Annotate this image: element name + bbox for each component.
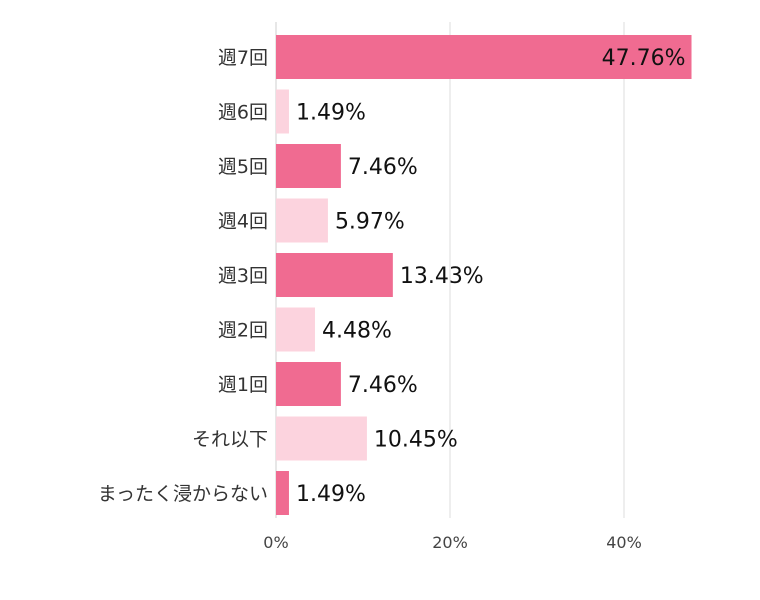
bar: [276, 307, 315, 352]
category-label: それ以下: [192, 429, 268, 451]
value-label: 7.46%: [348, 373, 418, 398]
value-label: 1.49%: [296, 101, 366, 126]
category-label: 週4回: [218, 211, 268, 233]
bar: [276, 89, 289, 134]
x-tick-label: 0%: [263, 533, 288, 552]
value-label: 5.97%: [335, 210, 405, 235]
category-label: 週2回: [218, 320, 268, 342]
x-tick-label: 40%: [606, 533, 642, 552]
category-label: まったく浸からない: [98, 483, 268, 505]
bar: [276, 35, 692, 79]
value-labels: 47.76% 1.49% 7.46% 5.97% 13.43% 4.48% 7.46% 10.…: [296, 46, 686, 507]
value-label: 47.76%: [602, 46, 686, 71]
bar: [276, 416, 367, 461]
bar: [276, 144, 341, 188]
bar: [276, 198, 328, 243]
bar: [276, 362, 341, 406]
x-tick-label: 20%: [432, 533, 468, 552]
category-label: 週3回: [218, 265, 268, 287]
value-label: 7.46%: [348, 155, 418, 180]
bars: [276, 35, 692, 515]
bar: [276, 253, 393, 297]
category-label: 週5回: [218, 156, 268, 178]
category-label: 週1回: [218, 374, 268, 396]
bar: [276, 471, 289, 515]
value-label: 13.43%: [400, 264, 484, 289]
value-label: 10.45%: [374, 428, 458, 453]
value-label: 1.49%: [296, 482, 366, 507]
x-axis-ticks: 0% 20% 40%: [263, 533, 641, 552]
value-label: 4.48%: [322, 319, 392, 344]
category-label: 週6回: [218, 102, 268, 124]
category-label: 週7回: [218, 47, 268, 69]
